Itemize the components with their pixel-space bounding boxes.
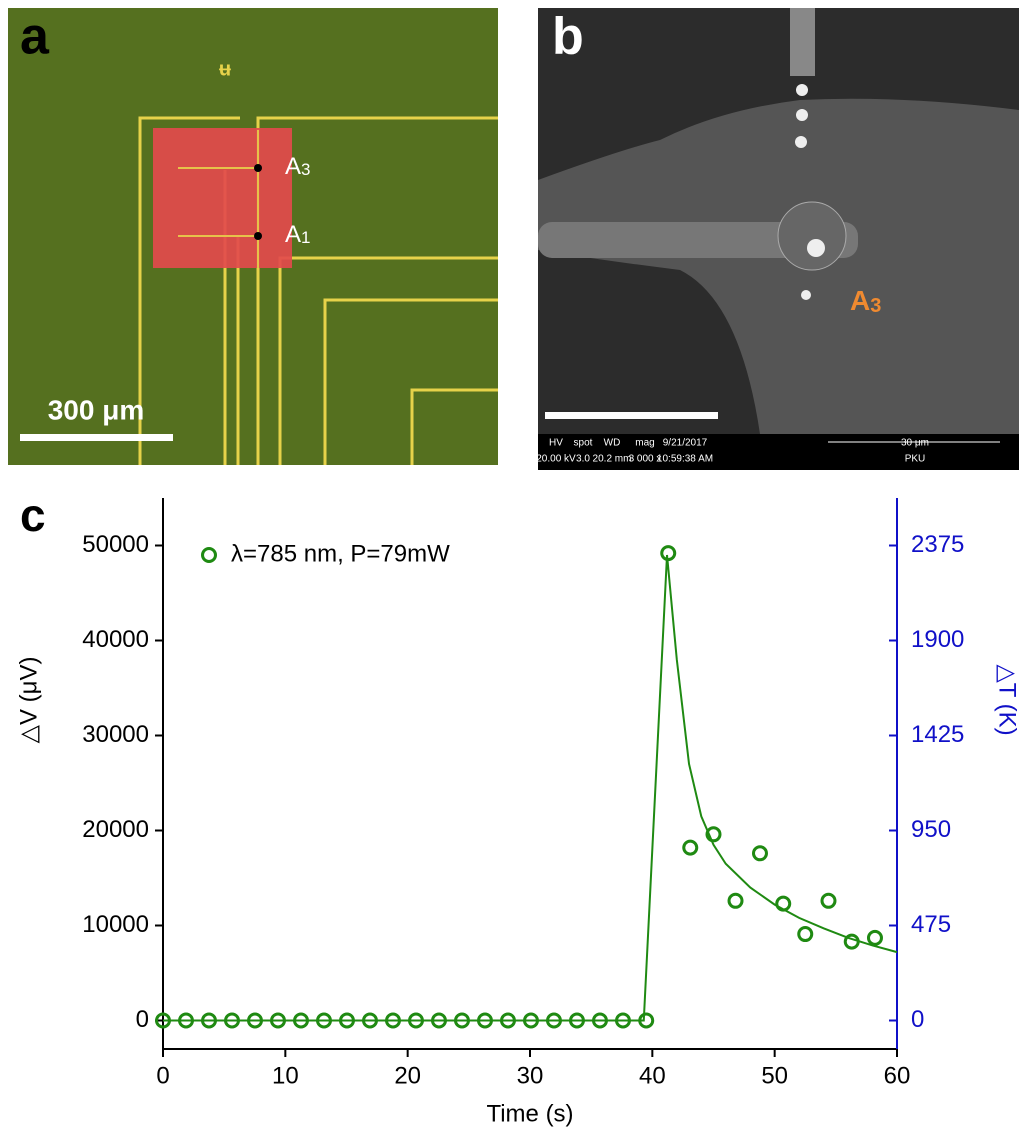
film-region [538,98,1019,434]
marker: ʉ [219,58,231,80]
y2-tick-label: 1900 [911,626,964,653]
point-label: A3 [285,153,310,180]
contact [254,232,262,240]
y-tick-label: 30000 [82,721,149,748]
y-tick-label: 0 [136,1006,149,1033]
info-header: WD [604,438,621,449]
point-label: A3 [850,285,881,317]
x-axis-label: Time (s) [486,1100,573,1127]
x-tick-label: 0 [156,1062,169,1089]
particle [807,239,825,257]
data-point [705,826,722,843]
y-tick-label: 40000 [82,626,149,653]
info-value: 3.0 [576,454,590,465]
data-point [751,845,768,862]
info-bar [538,434,1019,470]
junction [777,201,847,271]
x-tick-label: 40 [639,1062,666,1089]
info-value: 20.00 kV [536,454,576,465]
data-point [866,929,883,946]
info-header: mag [635,438,654,449]
y2-tick-label: 1425 [911,721,964,748]
y2-axis-label: △T (K) [994,664,1019,735]
y-axis-label: △V (μV) [15,657,42,744]
y-tick-label: 20000 [82,816,149,843]
info-value: 10:59:38 AM [657,454,713,465]
panel-b: b A3 [538,8,1019,470]
info-header: 9/21/2017 [663,438,708,449]
panel-label: a [20,8,50,66]
contact [254,164,262,172]
x-tick-label: 10 [272,1062,299,1089]
panel-label: b [552,8,584,66]
scale-bar [20,434,173,441]
y2-tick-label: 950 [911,816,951,843]
data-point [727,892,744,909]
scale-bar [545,412,718,419]
y2-tick-label: 0 [911,1006,924,1033]
x-tick-label: 60 [884,1062,911,1089]
legend-label: λ=785 nm, P=79mW [231,540,450,567]
scale-bar-label: 300 μm [48,394,145,425]
legend-marker [201,547,217,563]
point-label: A1 [285,221,310,248]
tip [790,8,815,76]
panel-label: c [20,489,46,541]
wires [178,130,260,268]
x-tick-label: 30 [517,1062,544,1089]
y-tick-label: 50000 [82,531,149,558]
x-tick-label: 50 [761,1062,788,1089]
y2-tick-label: 475 [911,911,951,938]
info-value: 3 000 x [629,454,662,465]
data-point [797,926,814,943]
info-value: PKU [905,454,926,465]
x-tick-label: 20 [394,1062,421,1089]
sample-region [153,128,292,268]
info-header: spot [574,438,593,449]
y-tick-label: 10000 [82,911,149,938]
info-header: HV [549,438,563,449]
y2-tick-label: 2375 [911,531,964,558]
info-value: 20.2 mm [593,454,632,465]
fit-line [163,554,898,1022]
info-header: 30 μm [901,438,929,449]
plot-frame [163,498,897,1049]
panel-a: ʉ a A3 A1 300 μm [8,8,498,465]
data-point [820,892,837,909]
data-point [682,839,699,856]
